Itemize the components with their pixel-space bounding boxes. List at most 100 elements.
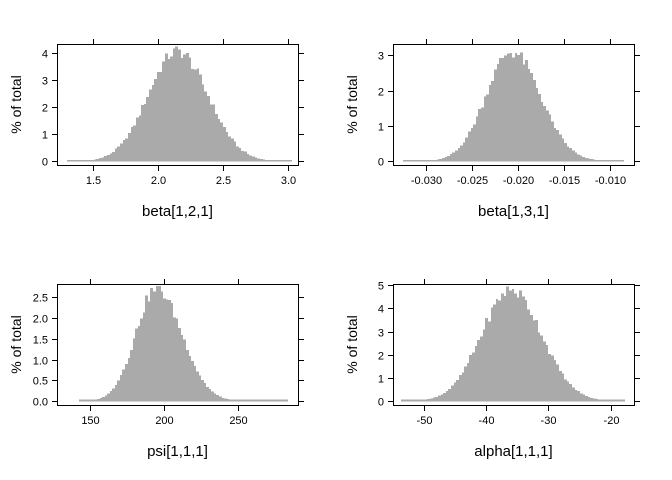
x-axis-title: alpha[1,1,1] bbox=[474, 443, 553, 460]
histogram-bar bbox=[596, 399, 598, 402]
histogram-bar bbox=[549, 114, 551, 162]
histogram-bar bbox=[218, 118, 220, 162]
x-tick-label: 200 bbox=[155, 415, 173, 427]
histogram-bar bbox=[148, 301, 150, 402]
histogram-bar bbox=[249, 155, 252, 162]
histogram-bar bbox=[236, 146, 239, 162]
histogram-bar bbox=[162, 61, 165, 162]
histogram-bar bbox=[450, 154, 452, 162]
histogram-bar bbox=[146, 97, 149, 162]
y-tick-label: 3 bbox=[378, 51, 384, 63]
histogram-bar bbox=[123, 140, 125, 162]
histogram-bar bbox=[404, 399, 406, 402]
histogram-bar bbox=[588, 158, 590, 162]
histogram-bar bbox=[426, 159, 429, 162]
histogram-bar bbox=[117, 380, 120, 402]
histogram-bar bbox=[141, 105, 144, 162]
histogram-bar bbox=[120, 374, 122, 402]
histogram-bar bbox=[603, 159, 606, 162]
x-tick-label: -0.015 bbox=[549, 175, 580, 187]
x-tick-label: -50 bbox=[417, 415, 433, 427]
histogram-bar bbox=[191, 361, 194, 402]
axis-ticks bbox=[52, 39, 304, 171]
axis-ticks bbox=[52, 279, 304, 411]
x-tick-label: -0.025 bbox=[457, 175, 488, 187]
histogram-bar bbox=[223, 127, 226, 162]
histogram-bar bbox=[104, 155, 107, 162]
histogram-bar bbox=[194, 69, 197, 162]
histogram-bar bbox=[543, 341, 546, 402]
histogram-bar bbox=[183, 339, 186, 402]
histogram-bar bbox=[430, 398, 433, 402]
histogram-bar bbox=[582, 156, 585, 162]
histogram-bar bbox=[504, 295, 506, 402]
y-tick-label: 2.0 bbox=[33, 314, 48, 326]
histogram-bar bbox=[144, 104, 146, 162]
histogram-bar bbox=[107, 155, 110, 162]
histogram-bar bbox=[556, 130, 559, 162]
histogram-bar bbox=[99, 158, 102, 162]
histogram-bar bbox=[538, 332, 540, 402]
histogram-bar bbox=[577, 391, 580, 402]
histogram-bar bbox=[166, 299, 168, 402]
y-axis-title: % of total bbox=[344, 315, 360, 374]
histogram-bar bbox=[277, 399, 280, 402]
histogram-bars bbox=[403, 52, 624, 162]
histogram-bar bbox=[621, 159, 624, 162]
histogram-bar bbox=[577, 154, 580, 162]
y-axis-title: % of total bbox=[8, 315, 24, 374]
y-tick-label: 2.5 bbox=[33, 293, 48, 305]
histogram-bars bbox=[79, 286, 288, 402]
histogram-bar bbox=[554, 128, 556, 162]
histogram-bar bbox=[285, 399, 288, 402]
histogram-bar bbox=[439, 158, 442, 162]
histogram-bar bbox=[551, 121, 554, 162]
y-tick-label: 0 bbox=[42, 157, 48, 169]
histogram-bar bbox=[239, 399, 242, 402]
histogram-bar bbox=[483, 329, 485, 402]
histogram-bar bbox=[491, 307, 493, 402]
histogram-bar bbox=[210, 104, 212, 162]
histogram-bar bbox=[204, 382, 206, 402]
histogram-bar bbox=[533, 80, 536, 162]
histogram-bar bbox=[112, 151, 115, 162]
histogram-bar bbox=[153, 291, 156, 402]
histogram-bar bbox=[485, 317, 488, 402]
histogram-bar bbox=[143, 312, 145, 402]
histogram-bar bbox=[234, 141, 236, 162]
histogram-bar bbox=[468, 131, 471, 162]
panel-alpha-1-1-1: -50 -40 -30 -20 0 1 2 3 4 5 alpha[1,1,1] % of tot… bbox=[336, 240, 672, 480]
histogram-bar bbox=[502, 58, 504, 162]
histogram-bar bbox=[489, 85, 491, 162]
histogram-bar bbox=[156, 286, 158, 402]
y-tick-label: 0.5 bbox=[33, 376, 48, 388]
histogram-bar bbox=[281, 159, 284, 162]
histogram-bar bbox=[506, 286, 509, 402]
histogram-bar bbox=[107, 393, 110, 402]
histogram-bar bbox=[133, 125, 136, 162]
histogram-plot-alpha-1-1-1: -50 -40 -30 -20 0 1 2 3 4 5 bbox=[378, 279, 640, 427]
histogram-bar bbox=[224, 398, 227, 402]
histogram-bar bbox=[189, 356, 191, 402]
histogram-bar bbox=[214, 393, 216, 402]
histogram-bar bbox=[81, 159, 83, 162]
histogram-bar bbox=[216, 394, 219, 402]
histogram-bar bbox=[425, 399, 427, 402]
histogram-bar bbox=[412, 399, 414, 402]
histogram-bar bbox=[265, 159, 268, 162]
histogram-bar bbox=[262, 399, 265, 402]
histogram-bar bbox=[145, 295, 148, 402]
x-tick-label: -0.030 bbox=[411, 175, 442, 187]
y-tick-label: 3 bbox=[42, 76, 48, 88]
plot-box bbox=[57, 284, 299, 406]
histogram-bar bbox=[239, 147, 241, 162]
histogram-bar bbox=[161, 291, 163, 402]
plot-box bbox=[57, 44, 299, 166]
x-axis-title: beta[1,3,1] bbox=[478, 203, 549, 220]
histogram-plot-beta-1-3-1: -0.030 -0.025 -0.020 -0.015 -0.010 0 1 2 3 bbox=[378, 39, 640, 187]
histogram-bar bbox=[464, 366, 467, 402]
histogram-bar bbox=[135, 328, 138, 402]
histogram-bar bbox=[580, 155, 582, 162]
histogram-bar bbox=[125, 138, 128, 162]
histogram-bar bbox=[138, 325, 140, 402]
